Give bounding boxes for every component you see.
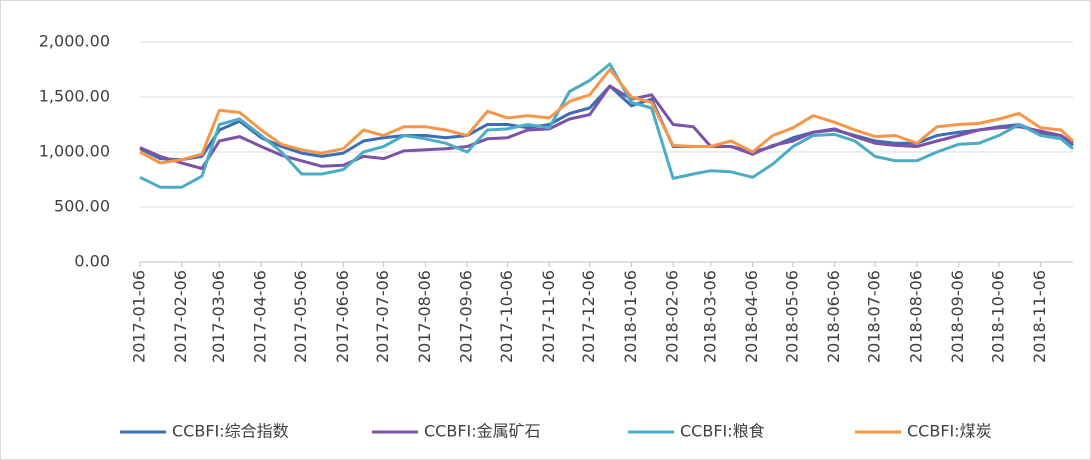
x-tick-label: 2018-05-06 <box>782 270 801 363</box>
legend-label: CCBFI:粮食 <box>680 422 765 441</box>
x-tick-label: 2018-09-06 <box>948 270 967 363</box>
x-tick-label: 2017-11-06 <box>539 270 558 363</box>
x-tick-label: 2018-03-06 <box>700 270 719 363</box>
legend-label: CCBFI:煤炭 <box>907 422 992 441</box>
x-tick-label: 2017-04-06 <box>251 270 270 363</box>
x-tick-label: 2017-07-06 <box>373 270 392 363</box>
y-tick-label: 1,000.00 <box>39 142 110 161</box>
x-tick-label: 2017-06-06 <box>333 270 352 363</box>
legend-label: CCBFI:综合指数 <box>172 422 289 441</box>
x-tick-label: 2018-07-06 <box>865 270 884 363</box>
series-line <box>139 68 1075 165</box>
x-tick-label: 2018-08-06 <box>906 270 925 363</box>
x-tick-label: 2018-10-06 <box>988 270 1007 363</box>
y-tick-label: 1,500.00 <box>39 87 110 106</box>
y-tick-label: 0.00 <box>74 252 110 271</box>
y-tick-label: 2,000.00 <box>39 32 110 51</box>
x-tick-label: 2017-09-06 <box>457 270 476 363</box>
x-tick-label: 2017-01-06 <box>130 270 149 363</box>
x-tick-label: 2017-10-06 <box>497 270 516 363</box>
x-tick-label: 2018-11-06 <box>1030 270 1049 363</box>
legend-label: CCBFI:金属矿石 <box>424 422 541 441</box>
x-tick-label: 2017-02-06 <box>171 270 190 363</box>
x-tick-label: 2017-03-06 <box>209 270 228 363</box>
x-tick-label: 2017-12-06 <box>579 270 598 363</box>
y-tick-label: 500.00 <box>54 197 110 216</box>
x-tick-label: 2018-04-06 <box>742 270 761 363</box>
x-tick-label: 2018-01-06 <box>621 270 640 363</box>
x-tick-label: 2017-05-06 <box>291 270 310 363</box>
x-tick-label: 2017-08-06 <box>415 270 434 363</box>
series-line <box>139 62 1074 189</box>
x-tick-label: 2018-06-06 <box>824 270 843 363</box>
series-line <box>139 84 1074 170</box>
x-tick-label: 2018-02-06 <box>663 270 682 363</box>
